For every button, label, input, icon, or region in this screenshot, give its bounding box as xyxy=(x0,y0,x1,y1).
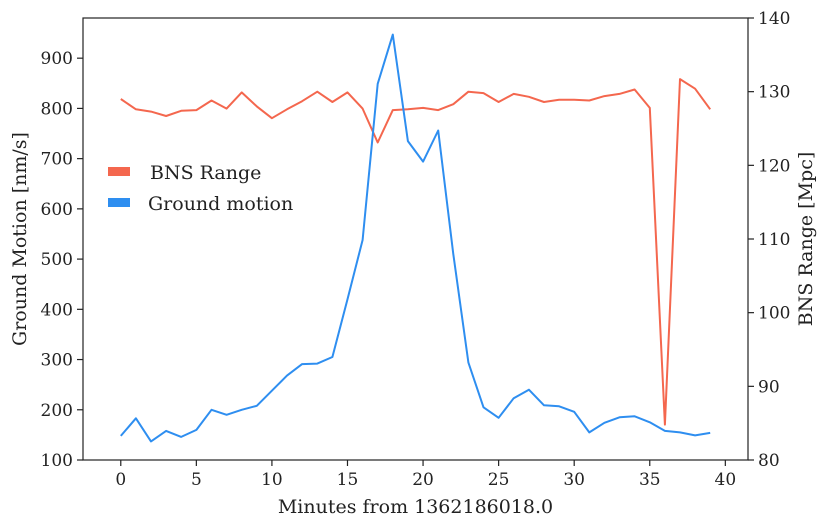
y-left-axis-title: Ground Motion [nm/s] xyxy=(9,132,31,346)
y-left-tick-label: 400 xyxy=(41,300,73,320)
y-left-tick-label: 900 xyxy=(41,49,73,69)
y-left-tick-label: 200 xyxy=(41,401,73,421)
plot-frame xyxy=(82,17,749,461)
y-right-tick-label: 120 xyxy=(758,156,790,176)
y-right-tick-label: 80 xyxy=(758,451,780,471)
y-right-axis-title: BNS Range [Mpc] xyxy=(795,152,817,326)
x-axis-title: Minutes from 1362186018.0 xyxy=(278,496,553,518)
x-tick-label: 35 xyxy=(639,470,661,490)
y-left-tick-label: 700 xyxy=(41,150,73,170)
y-left-tick-label: 300 xyxy=(41,351,73,371)
x-tick-label: 5 xyxy=(191,470,202,490)
x-tick-label: 40 xyxy=(715,470,737,490)
x-ticks: 0 5 10 15 20 25 30 35 40 xyxy=(115,460,736,490)
y-left-ticks: 100 200 300 400 500 600 700 800 900 xyxy=(41,49,83,471)
y-left-tick-label: 500 xyxy=(41,250,73,270)
y-left-tick-label: 600 xyxy=(41,200,73,220)
y-right-tick-label: 110 xyxy=(758,230,790,250)
x-tick-label: 10 xyxy=(261,470,283,490)
y-right-ticks: 80 90 100 110 120 130 140 xyxy=(748,9,790,471)
legend: BNS Range Ground motion xyxy=(108,162,293,215)
y-left-tick-label: 800 xyxy=(41,99,73,119)
series-line-ground-motion xyxy=(120,33,711,443)
y-left-tick-label: 100 xyxy=(41,451,73,471)
series-layer xyxy=(120,33,712,443)
x-tick-label: 25 xyxy=(488,470,510,490)
legend-swatch-bns-range xyxy=(108,167,130,176)
legend-swatch-ground-motion xyxy=(108,198,130,207)
x-tick-label: 15 xyxy=(337,470,359,490)
legend-label-bns-range: BNS Range xyxy=(150,162,261,184)
x-tick-label: 20 xyxy=(412,470,434,490)
x-tick-label: 30 xyxy=(563,470,585,490)
y-right-tick-label: 100 xyxy=(758,304,790,324)
legend-label-ground-motion: Ground motion xyxy=(148,193,293,215)
series-line-bns-range xyxy=(120,78,712,426)
x-tick-label: 0 xyxy=(115,470,126,490)
y-right-tick-label: 140 xyxy=(758,9,790,29)
y-right-tick-label: 90 xyxy=(758,377,780,397)
y-right-tick-label: 130 xyxy=(758,83,790,103)
